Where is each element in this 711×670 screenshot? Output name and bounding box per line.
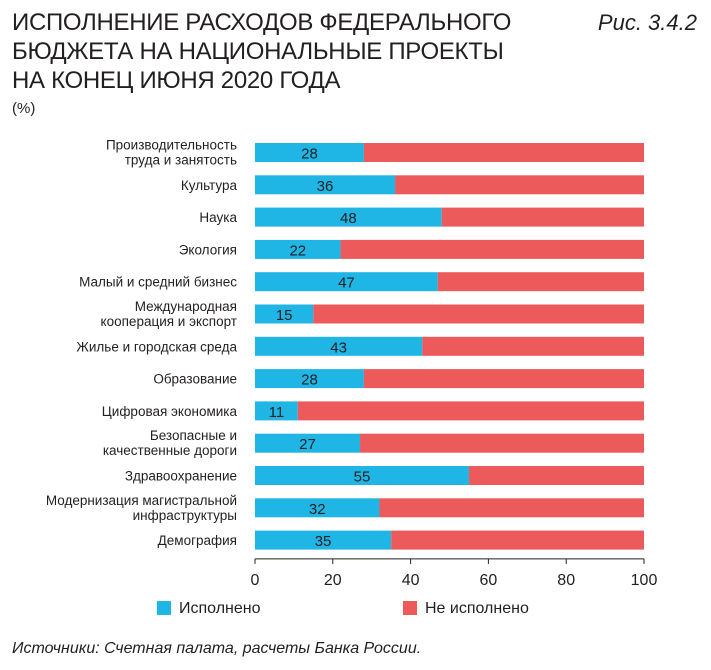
- bar-not-executed: [379, 498, 644, 518]
- category-label: Безопасные и качественные дороги: [103, 428, 237, 458]
- data-label: 15: [276, 307, 293, 324]
- bar-executed: [255, 498, 380, 518]
- category-label: Международная кооперация и экспорт: [101, 299, 237, 329]
- bar-executed: [255, 143, 364, 162]
- bar-executed: [255, 433, 361, 453]
- bar-not-executed: [437, 272, 644, 292]
- bar-not-executed: [391, 530, 644, 550]
- category-label: Жилье и городская среда: [76, 339, 237, 354]
- figure-label: Рис. 3.4.2: [597, 10, 697, 35]
- bar-executed: [255, 304, 314, 324]
- x-tick-label: 0: [251, 572, 260, 589]
- category-label: Культура: [181, 178, 238, 193]
- bar-not-executed: [395, 175, 644, 195]
- bar-not-executed: [297, 401, 644, 421]
- bar-not-executed: [441, 207, 644, 227]
- bar-executed: [255, 175, 396, 195]
- bar-executed: [255, 401, 298, 421]
- bar-not-executed: [363, 143, 644, 162]
- category-label: Наука: [199, 210, 237, 225]
- x-tick-label: 60: [480, 572, 498, 589]
- category-label: Демография: [158, 533, 237, 548]
- x-tick-label: 20: [324, 572, 342, 589]
- category-label: Экология: [179, 242, 237, 257]
- data-label: 28: [301, 146, 318, 163]
- data-label: 43: [330, 339, 347, 356]
- chart-title: ИСПОЛНЕНИЕ РАСХОДОВ ФЕДЕРАЛЬНОГО БЮДЖЕТА…: [12, 9, 512, 94]
- category-label: Модернизация магистральной инфраструктуры: [46, 493, 237, 523]
- bar-not-executed: [340, 239, 644, 259]
- source-note: Источники: Счетная палата, расчеты Банка…: [12, 640, 422, 657]
- bar-executed: [255, 239, 341, 259]
- x-tick-label: 80: [557, 572, 575, 589]
- category-label: Малый и средний бизнес: [79, 275, 237, 290]
- bar-not-executed: [468, 466, 644, 485]
- legend-swatch-not-executed: [403, 601, 417, 615]
- legend-swatch-executed: [157, 601, 171, 615]
- category-label: Цифровая экономика: [102, 404, 238, 419]
- bar-executed: [255, 369, 364, 389]
- category-label: Производительность труда и занятость: [106, 138, 237, 168]
- data-label: 47: [338, 275, 355, 292]
- data-label: 27: [299, 436, 316, 453]
- bar-executed: [255, 466, 469, 485]
- bar-not-executed: [313, 304, 644, 324]
- x-tick-label: 100: [631, 572, 658, 589]
- legend-label: Не исполнено: [425, 600, 529, 617]
- x-tick-label: 40: [402, 572, 420, 589]
- data-label: 28: [301, 372, 318, 389]
- bar-executed: [255, 336, 423, 356]
- bar-executed: [255, 207, 442, 227]
- bar-executed: [255, 530, 392, 550]
- bar-chart: Производительность труда и занятость 28 Кул…: [46, 138, 658, 618]
- bar-not-executed: [363, 369, 644, 389]
- data-label: 48: [340, 210, 357, 227]
- category-label: Образование: [153, 372, 237, 387]
- bar-executed: [255, 272, 438, 292]
- data-label: 11: [269, 404, 285, 421]
- bar-not-executed: [422, 336, 644, 356]
- bar-not-executed: [360, 433, 644, 453]
- data-label: 55: [354, 469, 371, 486]
- unit-label: (%): [12, 100, 36, 117]
- data-label: 32: [309, 501, 326, 518]
- data-label: 36: [317, 178, 334, 195]
- category-label: Здравоохранение: [125, 469, 237, 484]
- legend-label: Исполнено: [179, 600, 261, 617]
- data-label: 35: [315, 533, 332, 550]
- data-label: 22: [289, 242, 306, 259]
